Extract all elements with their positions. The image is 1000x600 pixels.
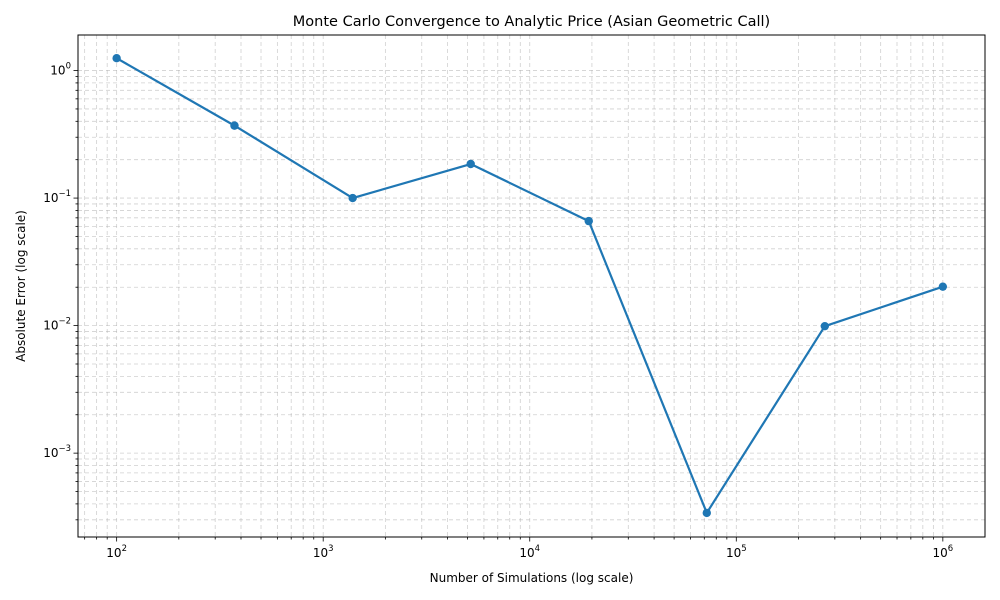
plot-frame [77,34,986,538]
y-tick-label: 10−3 [43,444,71,460]
series-line [116,57,944,514]
data-point [820,321,830,331]
data-point [584,216,593,226]
data-point [348,193,357,203]
y-tick-label: 10−2 [43,317,71,333]
data-point [702,508,711,518]
x-axis-label: Number of Simulations (log scale) [430,571,634,585]
series-layer [112,53,948,518]
chart-title: Monte Carlo Convergence to Analytic Pric… [293,14,770,30]
x-tick-label: 102 [106,544,127,560]
data-point [466,159,475,169]
data-point [230,121,239,130]
y-tick-label: 100 [50,62,71,78]
x-tick-label: 105 [726,544,747,560]
data-point [112,53,121,63]
data-point [938,282,948,291]
y-tick-label: 10−1 [43,189,71,205]
x-tick-label: 106 [932,544,953,560]
x-tick-label: 104 [519,544,540,560]
y-axis-label: Absolute Error (log scale) [14,210,28,362]
grid [78,35,985,537]
axis-ticks: 102 103 104 105 106 10−3 10−2 10−1 100 [43,62,953,560]
x-tick-label: 103 [313,544,334,560]
